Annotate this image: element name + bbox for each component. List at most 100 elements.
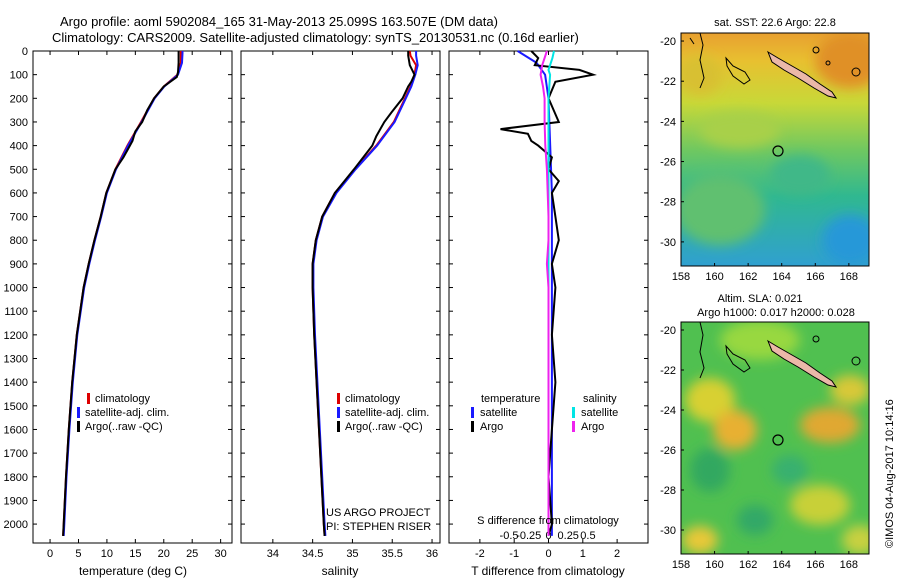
series-line <box>500 50 597 537</box>
temperature-xlabel: temperature (deg C) <box>79 564 187 578</box>
legend-label-t-satellite: satellite <box>480 407 517 419</box>
pressure-tick-label: 1900 <box>4 495 28 507</box>
lat-tick-label: -28 <box>660 197 676 209</box>
lon-tick-label: 168 <box>840 559 858 571</box>
x-tick-label: 25 <box>186 548 198 560</box>
x-tick-label: 20 <box>158 548 170 560</box>
salinity-axis-ticks: 34 34.5 35 35.5 36 <box>267 51 438 560</box>
x-tick-label: 36 <box>426 548 438 560</box>
lon-tick-label: 160 <box>705 559 723 571</box>
legend-label-climatology: climatology <box>95 393 151 405</box>
temperature-panel <box>32 50 233 544</box>
sla-map <box>681 322 869 554</box>
lon-tick-label: 162 <box>739 271 757 283</box>
t-difference-axis-ticks: -2 -1 0 1 2 <box>475 51 620 560</box>
lat-tick-label: -28 <box>660 485 676 497</box>
legend-swatch-argo <box>77 421 80 432</box>
x-tick-label: 0 <box>545 530 551 542</box>
legend-swatch-climatology <box>87 393 90 404</box>
x-tick-label: 34.5 <box>302 548 323 560</box>
legend-swatch-s-satellite <box>572 407 575 418</box>
x-tick-label: 15 <box>129 548 141 560</box>
legend-swatch-climatology <box>337 393 340 404</box>
legend-swatch-t-argo <box>471 421 474 432</box>
lat-tick-label: -30 <box>660 525 676 537</box>
sla-map-lat-ticks: -20 -22 -24 -26 -28 -30 <box>660 325 684 537</box>
lon-tick-label: 162 <box>739 559 757 571</box>
lat-tick-label: -30 <box>660 237 676 249</box>
legend-label-s-argo: Argo <box>581 421 604 433</box>
pi-credit: PI: STEPHEN RISER <box>326 521 431 533</box>
pressure-tick-label: 1400 <box>4 377 28 389</box>
header-line-1: Argo profile: aoml 5902084_165 31-May-20… <box>60 14 498 29</box>
series-line <box>311 50 418 536</box>
lon-tick-label: 164 <box>773 559 791 571</box>
pressure-tick-label: 1800 <box>4 472 28 484</box>
pressure-axis-ticks: 0 100 200 300 400 500 600 700 800 900 1000 1100 1200… <box>4 46 648 531</box>
lon-tick-label: 166 <box>806 271 824 283</box>
x-tick-label: 0 <box>545 548 551 560</box>
pressure-tick-label: 500 <box>10 164 28 176</box>
legend-label-t-argo: Argo <box>480 421 503 433</box>
legend-swatch-satellite-adj <box>77 407 80 418</box>
x-tick-label: -2 <box>475 548 485 560</box>
pressure-tick-label: 1500 <box>4 401 28 413</box>
legend-swatch-satellite-adj <box>337 407 340 418</box>
temperature-profile-lines <box>62 51 184 536</box>
lat-tick-label: -20 <box>660 36 676 48</box>
x-tick-label: 0.25 <box>558 530 579 542</box>
lon-tick-label: 164 <box>773 271 791 283</box>
project-credit: US ARGO PROJECT <box>326 507 431 519</box>
pressure-tick-label: 1100 <box>4 306 28 318</box>
x-tick-label: -0.25 <box>516 530 541 542</box>
series-line <box>312 51 419 536</box>
lon-tick-label: 168 <box>840 271 858 283</box>
argo-position-marker <box>772 434 784 446</box>
legend-label-satellite-adj: satellite-adj. clim. <box>345 407 429 419</box>
series-line <box>62 51 182 536</box>
pressure-tick-label: 600 <box>10 188 28 200</box>
legend-title-temperature: temperature <box>481 393 540 405</box>
difference-legend: temperature salinity satellite Argo sate… <box>471 393 618 433</box>
legend-title-salinity: salinity <box>583 393 617 405</box>
x-tick-label: 35 <box>346 548 358 560</box>
lon-tick-label: 166 <box>806 559 824 571</box>
legend-label-argo: Argo(..raw -QC) <box>85 421 163 433</box>
x-tick-label: -1 <box>509 548 519 560</box>
pressure-tick-label: 1200 <box>4 330 28 342</box>
x-tick-label: 0 <box>47 548 53 560</box>
temperature-legend: climatology satellite-adj. clim. Argo(..… <box>77 393 169 433</box>
pressure-tick-label: 0 <box>22 46 28 58</box>
legend-swatch-s-argo <box>572 421 575 432</box>
salinity-profile-lines <box>311 50 419 536</box>
pressure-tick-label: 1000 <box>4 283 28 295</box>
difference-profile-lines <box>500 50 597 537</box>
sst-map <box>681 33 869 266</box>
lat-tick-label: -22 <box>660 76 676 88</box>
series-line <box>539 50 550 536</box>
s-difference-axis-ticks: -0.5-0.25 0 0.25 0.5 <box>500 530 596 542</box>
argo-position-marker <box>772 145 784 157</box>
x-tick-label: 1 <box>580 548 586 560</box>
pressure-tick-label: 2000 <box>4 519 28 531</box>
pressure-tick-label: 1600 <box>4 424 28 436</box>
sst-map-title: sat. SST: 22.6 Argo: 22.8 <box>714 17 836 29</box>
sst-map-lat-ticks: -20 -22 -24 -26 -28 -30 <box>660 36 684 249</box>
x-tick-label: 30 <box>215 548 227 560</box>
sla-map-lon-ticks: 158 160 162 164 166 168 <box>672 551 858 571</box>
pressure-tick-label: 1700 <box>4 448 28 460</box>
salinity-panel <box>240 50 441 544</box>
salinity-xlabel: salinity <box>322 564 359 578</box>
t-difference-xlabel: T difference from climatology <box>471 564 625 578</box>
pressure-tick-label: 400 <box>10 141 28 153</box>
temperature-axis-ticks: 0 5 10 15 20 25 30 <box>47 51 227 560</box>
x-tick-label: 35.5 <box>382 548 403 560</box>
x-tick-label: 0.5 <box>580 530 595 542</box>
x-tick-label: -0.5 <box>500 530 519 542</box>
lon-tick-label: 158 <box>672 559 690 571</box>
salinity-legend: climatology satellite-adj. clim. Argo(..… <box>337 393 429 433</box>
lat-tick-label: -24 <box>660 116 676 128</box>
header-line-2: Climatology: CARS2009. Satellite-adjuste… <box>52 30 579 45</box>
series-line <box>62 51 180 536</box>
